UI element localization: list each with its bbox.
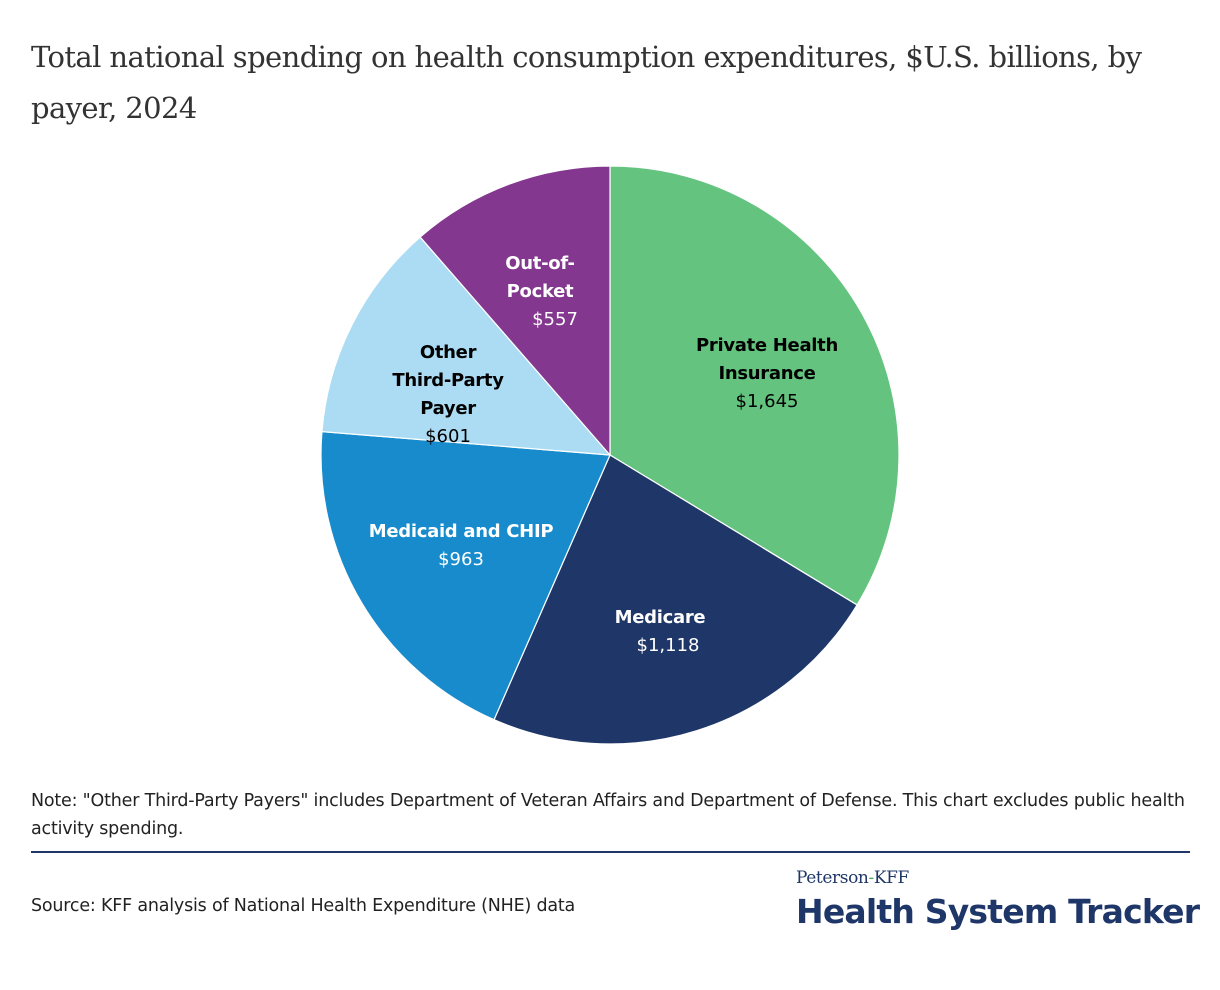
logo-title: Health System Tracker (796, 892, 1200, 931)
peterson-kff-logo: Peterson-KFF Health System Tracker (796, 868, 1200, 938)
slice-label-medicaid: Medicaid and CHIP (369, 521, 554, 542)
pie-chart: Private Health Insurance $1,645 Medicare $1,… (320, 165, 900, 745)
chart-source: Source: KFF analysis of National Health … (31, 896, 576, 916)
slice-label-oop: Out-of- (505, 253, 574, 274)
slice-value-medicare: $1,118 (637, 635, 700, 656)
pie-slice-private (609, 165, 900, 606)
pie-slices (320, 165, 900, 745)
slice-label-oop: Pocket (507, 281, 574, 302)
slice-label-other: Payer (420, 398, 476, 419)
slice-label-medicare: Medicare (615, 607, 706, 628)
slice-value-private: $1,645 (736, 391, 799, 412)
logo-subtitle: Peterson-KFF (796, 868, 909, 888)
logo-kff: KFF (873, 868, 909, 888)
pie-labels: Private Health Insurance $1,645 Medicare $1,… (369, 253, 839, 656)
slice-label-private: Private Health (696, 335, 838, 356)
pie-slice-oop (419, 165, 611, 457)
slice-value-medicaid: $963 (438, 549, 484, 570)
slice-label-other: Third-Party (392, 370, 504, 391)
pie-slice-other (321, 236, 612, 456)
chart-title: Total national spending on health consum… (31, 40, 1142, 125)
slice-value-oop: $557 (532, 309, 578, 330)
logo-hyphen: - (868, 868, 874, 888)
footer-divider (31, 851, 1190, 853)
slice-label-private: Insurance (718, 363, 815, 384)
logo-peterson: Peterson (796, 868, 869, 888)
pie-slice-medicaid (320, 430, 611, 721)
chart-note: Note: "Other Third-Party Payers" include… (31, 791, 1185, 839)
pie-slice-medicare (493, 454, 858, 745)
slice-value-other: $601 (425, 426, 471, 447)
slice-label-other: Other (420, 342, 477, 363)
